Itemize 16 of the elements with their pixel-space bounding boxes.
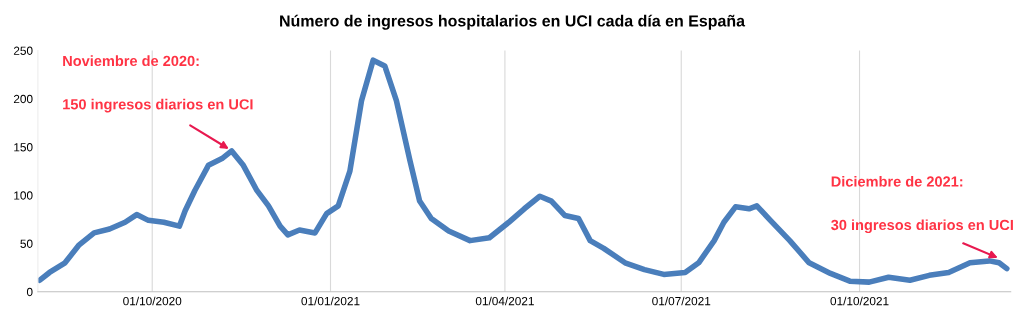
x-tick-label: 01/04/2021 bbox=[475, 296, 534, 306]
x-tick-label: 01/10/2021 bbox=[830, 296, 889, 306]
chart-title: Número de ingresos hospitalarios en UCI cada día en España bbox=[280, 14, 746, 30]
annotation: Diciembre de 2021: bbox=[831, 175, 963, 187]
x-tick-label: 01/01/2021 bbox=[301, 296, 360, 306]
y-tick-label: 250 bbox=[13, 46, 33, 55]
y-tick-label: 100 bbox=[14, 191, 33, 200]
x-tick-label: 01/10/2020 bbox=[123, 296, 182, 306]
annotation: Noviembre de 2020: bbox=[63, 55, 199, 67]
y-tick-label: 200 bbox=[13, 94, 33, 104]
annotation: 30 ingresos diarios en UCI bbox=[831, 219, 1013, 234]
y-tick-label: 150 bbox=[14, 143, 33, 152]
y-tick-label: 50 bbox=[20, 239, 33, 248]
annotation: 150 ingresos diarios en UCI bbox=[63, 98, 253, 113]
x-tick-label: 01/07/2021 bbox=[652, 296, 711, 306]
y-tick-label: 0 bbox=[26, 287, 33, 297]
